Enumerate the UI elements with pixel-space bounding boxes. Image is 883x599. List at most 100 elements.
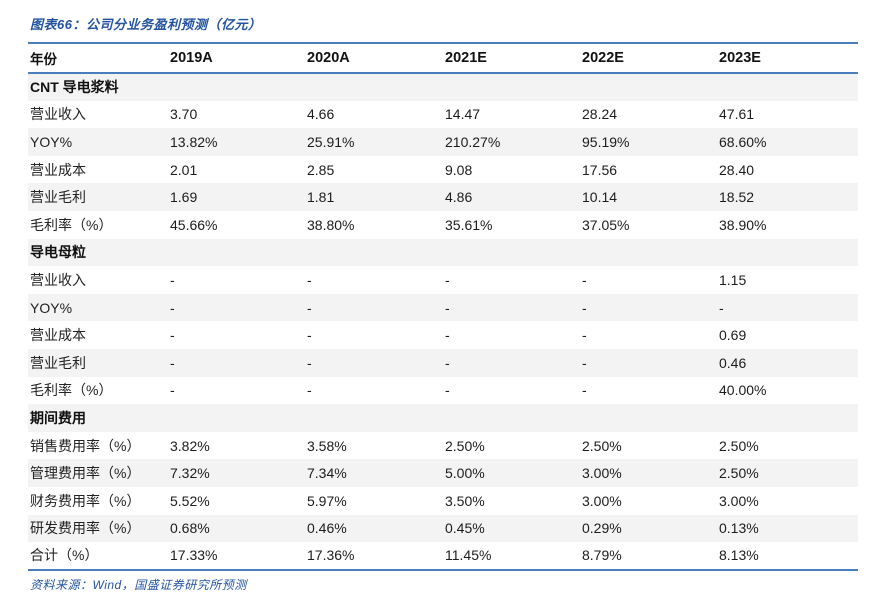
row-label: 合计（%）	[30, 547, 99, 564]
cell-value: 3.70	[170, 106, 198, 123]
cell-value: 10.14	[582, 189, 618, 206]
section-header-label: CNT 导电浆料	[30, 79, 119, 96]
cell-value: -	[307, 354, 312, 371]
cell-value: 0.13%	[719, 520, 759, 537]
forecast-table-body: CNT 导电浆料 营业收入 3.70 4.66 14.47 28.24 47.61 YOY% 1…	[28, 73, 858, 570]
cell-value: 28.24	[582, 106, 618, 123]
cell-value: 1.69	[170, 189, 198, 206]
table-row: 毛利率（%） - - - - 40.00%	[28, 376, 858, 405]
cell-value: 38.90%	[719, 216, 767, 233]
cell-value: 9.08	[445, 161, 473, 178]
table-row: 营业成本 2.01 2.85 9.08 17.56 28.40	[28, 155, 858, 184]
source-note: 资料来源：Wind，国盛证券研究所预测	[30, 577, 247, 592]
cell-value: 2.85	[307, 161, 335, 178]
cell-value: 1.15	[719, 271, 747, 288]
cell-value: 35.61%	[445, 216, 493, 233]
row-label: 营业毛利	[30, 189, 86, 206]
cell-value: 5.97%	[307, 492, 347, 509]
cell-value: 2.50%	[719, 437, 759, 454]
cell-value: 37.05%	[582, 216, 630, 233]
column-header-2020a: 2020A	[307, 50, 350, 66]
cell-value: 2.01	[170, 161, 198, 178]
row-label: 管理费用率（%）	[30, 465, 141, 482]
cell-value: 3.00%	[582, 465, 622, 482]
row-label: 财务费用率（%）	[30, 492, 141, 509]
column-header-2023e: 2023E	[719, 50, 761, 66]
cell-value: 17.56	[582, 161, 618, 178]
column-header-2021e: 2021E	[445, 50, 487, 66]
cell-value: 0.29%	[582, 520, 622, 537]
cell-value: -	[170, 271, 175, 288]
table-row: 营业毛利 - - - - 0.46	[28, 348, 858, 377]
cell-value: -	[307, 271, 312, 288]
cell-value: 2.50%	[719, 465, 759, 482]
cell-value: 4.66	[307, 106, 335, 123]
cell-value: 0.45%	[445, 520, 485, 537]
table-row: 销售费用率（%） 3.82% 3.58% 2.50% 2.50% 2.50%	[28, 431, 858, 460]
table-row: 毛利率（%） 45.66% 38.80% 35.61% 37.05% 38.90%	[28, 210, 858, 239]
row-label: YOY%	[30, 133, 73, 150]
cell-value: 38.80%	[307, 216, 355, 233]
section-header-label: 期间费用	[30, 409, 86, 426]
cell-value: 2.50%	[582, 437, 622, 454]
cell-value: 7.32%	[170, 465, 210, 482]
cell-value: -	[719, 299, 724, 316]
table-row: 营业收入 3.70 4.66 14.47 28.24 47.61	[28, 100, 858, 129]
cell-value: 68.60%	[719, 133, 767, 150]
cell-value: 47.61	[719, 106, 755, 123]
table-row: 财务费用率（%） 5.52% 5.97% 3.50% 3.00% 3.00%	[28, 486, 858, 515]
cell-value: 11.45%	[445, 547, 492, 564]
row-label: 毛利率（%）	[30, 382, 113, 399]
section-header-row: 导电母粒	[28, 238, 858, 267]
cell-value: 7.34%	[307, 465, 347, 482]
cell-value: 17.33%	[170, 547, 218, 564]
forecast-table: 年份 2019A 2020A 2021E 2022E 2023E CNT 导电浆…	[28, 42, 858, 571]
cell-value: -	[307, 299, 312, 316]
cell-value: 14.47	[445, 106, 481, 123]
cell-value: -	[582, 271, 587, 288]
column-header-year: 年份	[30, 52, 57, 67]
table-header-row: 年份 2019A 2020A 2021E 2022E 2023E	[28, 43, 858, 73]
figure-title: 图表66：公司分业务盈利预测（亿元）	[30, 17, 262, 32]
cell-value: 5.52%	[170, 492, 210, 509]
figure-container: 图表66：公司分业务盈利预测（亿元） 年份 2019A 2020A 2021E …	[28, 8, 858, 593]
cell-value: -	[170, 327, 175, 344]
cell-value: 25.91%	[307, 133, 355, 150]
cell-value: -	[445, 382, 450, 399]
cell-value: 17.36%	[307, 547, 355, 564]
cell-value: 0.68%	[170, 520, 210, 537]
table-row: YOY% 13.82% 25.91% 210.27% 95.19% 68.60%	[28, 128, 858, 156]
cell-value: 2.50%	[445, 437, 485, 454]
row-label: 营业成本	[30, 161, 86, 178]
cell-value: 13.82%	[170, 133, 218, 150]
cell-value: 0.46	[719, 354, 747, 371]
table-row: 管理费用率（%） 7.32% 7.34% 5.00% 3.00% 2.50%	[28, 459, 858, 487]
cell-value: -	[445, 354, 450, 371]
cell-value: 210.27%	[445, 133, 501, 150]
row-label: 营业毛利	[30, 354, 86, 371]
row-label: 研发费用率（%）	[30, 520, 141, 537]
table-row: 营业成本 - - - - 0.69	[28, 321, 858, 349]
cell-value: -	[307, 327, 312, 344]
cell-value: 8.79%	[582, 547, 622, 564]
row-label: YOY%	[30, 299, 73, 316]
cell-value: -	[582, 327, 587, 344]
cell-value: -	[307, 382, 312, 399]
cell-value: 0.46%	[307, 520, 347, 537]
table-row: 营业毛利 1.69 1.81 4.86 10.14 18.52	[28, 183, 858, 211]
section-header-row: 期间费用	[28, 404, 858, 432]
cell-value: -	[445, 327, 450, 344]
column-header-2019a: 2019A	[170, 50, 213, 66]
cell-value: 95.19%	[582, 133, 630, 150]
row-label: 营业收入	[30, 271, 86, 288]
table-row: 营业收入 - - - - 1.15	[28, 266, 858, 294]
cell-value: -	[170, 354, 175, 371]
cell-value: 28.40	[719, 161, 755, 178]
row-label: 销售费用率（%）	[30, 437, 141, 454]
table-row: YOY% - - - - -	[28, 293, 858, 322]
column-header-2022e: 2022E	[582, 50, 624, 66]
cell-value: 45.66%	[170, 216, 218, 233]
cell-value: -	[582, 299, 587, 316]
cell-value: 40.00%	[719, 382, 767, 399]
cell-value: -	[170, 299, 175, 316]
